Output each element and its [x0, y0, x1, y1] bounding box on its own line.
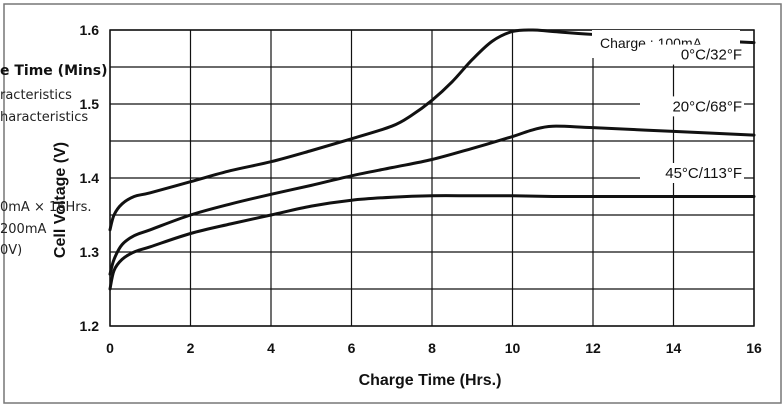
x-tick-label: 10 [505, 340, 521, 356]
series-label-bg [640, 44, 744, 65]
stray-text-4: 0mA × 16Hrs. [0, 200, 92, 215]
x-tick-label: 12 [585, 340, 601, 356]
x-tick-label: 0 [106, 340, 114, 356]
y-tick-label: 1.3 [80, 244, 100, 260]
y-axis-title: Cell Voltage (V) [52, 142, 69, 258]
y-tick-label: 1.5 [80, 96, 100, 112]
stray-text-2: racteristics [0, 88, 72, 103]
x-tick-label: 4 [267, 340, 275, 356]
stray-text-6: 0V) [0, 243, 23, 258]
tick-labels: 0 2 4 6 8 10 12 14 16 1.2 1.3 1.4 1.5 1.6 [80, 22, 762, 356]
series-label-3: 45°C/113°F [665, 165, 742, 182]
stray-text-1: e Time (Mins) [0, 63, 108, 79]
series-line-3 [108, 194, 756, 291]
x-tick-label: 8 [428, 340, 436, 356]
series-line-1 [108, 28, 756, 232]
stray-text-3: haracteristics [0, 110, 89, 125]
x-tick-label: 14 [666, 340, 682, 356]
series-label-bg [640, 96, 744, 117]
grid [109, 29, 755, 327]
x-tick-label: 2 [187, 340, 195, 356]
series-labels: 0°C/32°F 20°C/68°F 45°C/113°F [640, 44, 744, 183]
plot-area-border [109, 29, 755, 327]
series-lines [108, 28, 756, 291]
y-tick-label: 1.6 [80, 22, 100, 38]
image-border [3, 3, 782, 404]
series-label-1: 0°C/32°F [681, 47, 742, 64]
series-label-2: 20°C/68°F [672, 98, 742, 115]
x-tick-label: 16 [746, 340, 762, 356]
series-line-2 [108, 124, 756, 276]
stray-text-5: 200mA [0, 222, 47, 237]
x-axis-title: Charge Time (Hrs.) [359, 372, 502, 389]
y-tick-label: 1.4 [80, 170, 100, 186]
x-tick-label: 6 [348, 340, 356, 356]
series-label-bg [640, 163, 744, 183]
y-tick-label: 1.2 [80, 318, 100, 334]
